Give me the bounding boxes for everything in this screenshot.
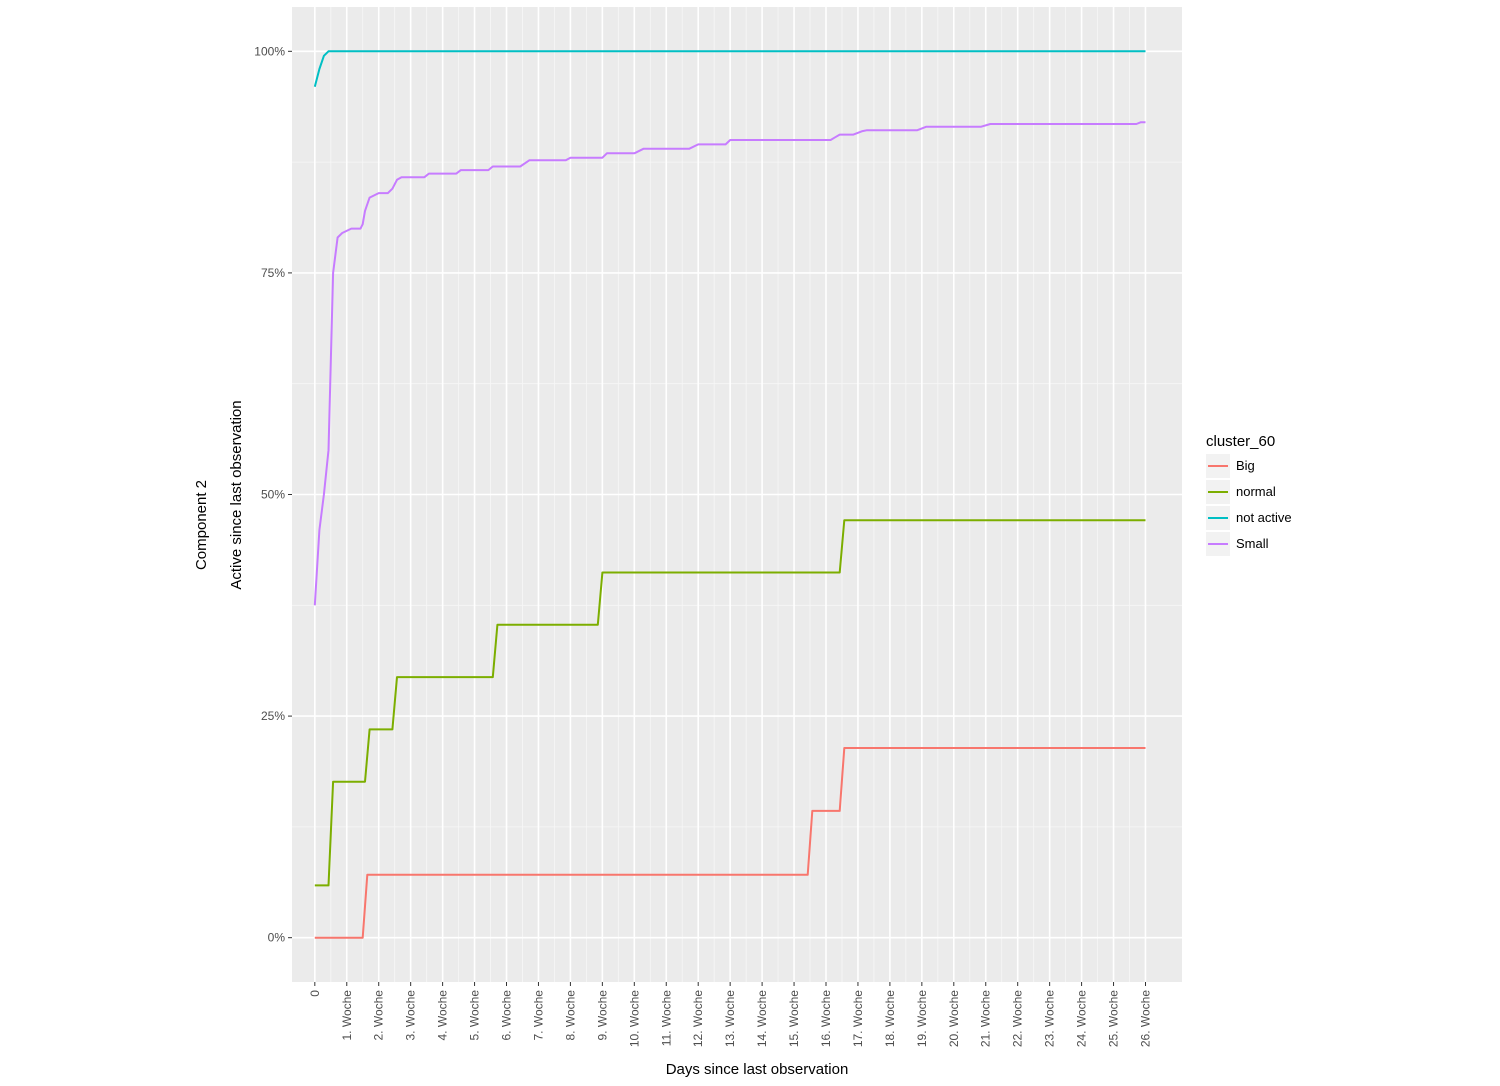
x-tick-label: 11. Woche xyxy=(659,990,673,1047)
x-tick-label: 5. Woche xyxy=(468,990,482,1041)
x-tick-label: 25. Woche xyxy=(1107,990,1121,1047)
series-line-big xyxy=(314,747,1146,939)
x-tick-label: 4. Woche xyxy=(436,990,450,1041)
series-line-normal xyxy=(314,519,1146,887)
x-tick-label: 18. Woche xyxy=(883,990,897,1047)
x-tick-label: 20. Woche xyxy=(947,990,961,1047)
y-tick-label: 50% xyxy=(261,488,285,502)
x-tick-label: 2. Woche xyxy=(372,990,386,1041)
x-tick-label: 7. Woche xyxy=(531,990,545,1041)
y-tick-label: 75% xyxy=(261,266,285,280)
x-tick-label: 24. Woche xyxy=(1075,990,1089,1047)
series-line-not-active xyxy=(313,50,1146,88)
x-tick-label: 22. Woche xyxy=(1011,990,1025,1047)
outer-component-label: Component 2 xyxy=(193,480,210,570)
x-tick-label: 19. Woche xyxy=(915,990,929,1047)
series-line-small xyxy=(313,121,1146,606)
x-tick-label: 8. Woche xyxy=(563,990,577,1041)
y-axis-title: Active since last observation xyxy=(228,400,245,589)
legend-label: not active xyxy=(1236,510,1292,525)
x-tick-label: 12. Woche xyxy=(691,990,705,1047)
legend-label: Big xyxy=(1236,458,1255,473)
x-tick-label: 6. Woche xyxy=(500,990,514,1041)
x-tick-label: 10. Woche xyxy=(627,990,641,1047)
x-tick-label: 14. Woche xyxy=(755,990,769,1047)
y-tick-label: 0% xyxy=(268,931,286,945)
x-tick-label: 3. Woche xyxy=(404,990,418,1041)
legend-title: cluster_60 xyxy=(1206,433,1275,450)
y-tick-label: 25% xyxy=(261,709,285,723)
x-tick-label: 9. Woche xyxy=(595,990,609,1041)
x-tick-label: 21. Woche xyxy=(979,990,993,1047)
x-tick-label: 13. Woche xyxy=(723,990,737,1047)
x-axis-title: Days since last observation xyxy=(666,1061,849,1078)
x-tick-label: 0 xyxy=(308,990,322,997)
x-tick-label: 17. Woche xyxy=(851,990,865,1047)
x-tick-label: 26. Woche xyxy=(1138,990,1152,1047)
x-tick-label: 23. Woche xyxy=(1043,990,1057,1047)
legend-label: Small xyxy=(1236,536,1269,551)
x-tick-label: 1. Woche xyxy=(340,990,354,1041)
x-tick-label: 16. Woche xyxy=(819,990,833,1047)
x-tick-label: 15. Woche xyxy=(787,990,801,1047)
y-tick-label: 100% xyxy=(254,44,285,58)
legend-label: normal xyxy=(1236,484,1276,499)
